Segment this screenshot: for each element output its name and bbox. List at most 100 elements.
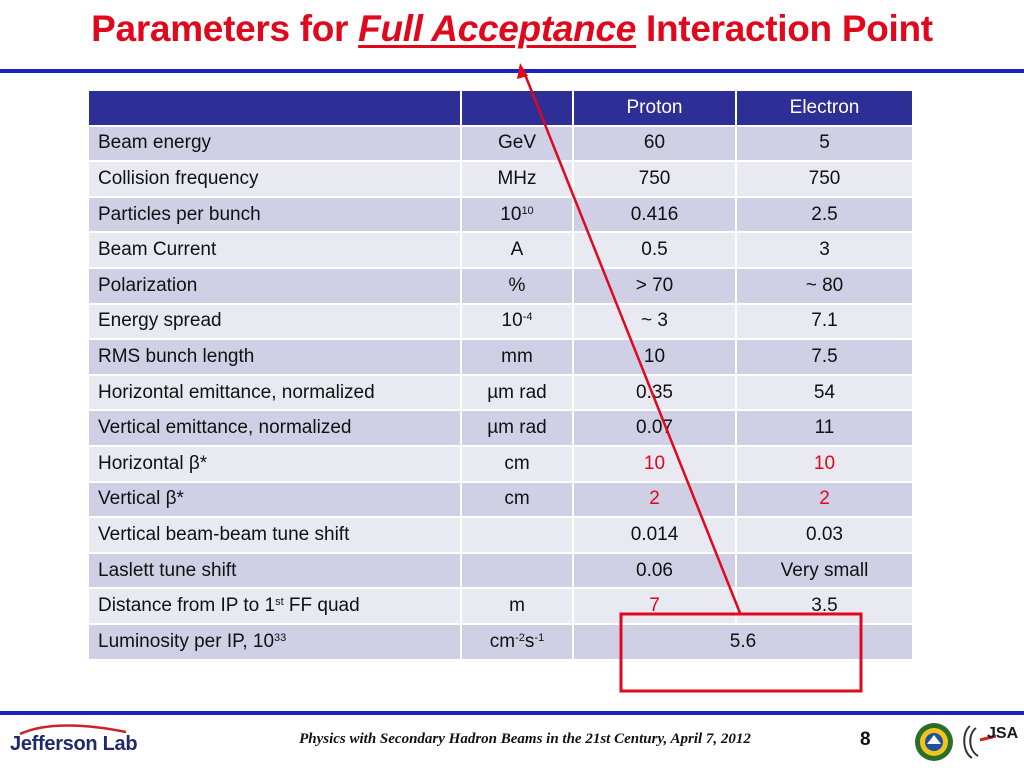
jsa-logo-text: JSA (987, 725, 1019, 742)
page-number: 8 (860, 729, 871, 750)
proton-cell: 10 (572, 338, 737, 376)
unit-exponent: -4 (522, 311, 533, 324)
electron-cell: 5 (735, 124, 914, 163)
param-cell: Vertical β* (87, 480, 462, 519)
table-row: Collision frequency MHz 750 750 (87, 160, 914, 198)
param-cell: Beam energy (87, 124, 462, 163)
table-row: Horizontal β* cm 10 10 (87, 444, 914, 483)
unit-s: s (524, 630, 535, 652)
table-row: Particles per bunch 1010 0.416 2.5 (87, 195, 914, 234)
jefferson-lab-logo-text: Jefferson Lab (10, 733, 138, 755)
unit-cell: A (460, 231, 574, 269)
header-electron: Electron (735, 89, 914, 127)
param-cell: Laslett tune shift (87, 551, 462, 590)
header-proton: Proton (572, 89, 737, 127)
table-row: Vertical beam-beam tune shift 0.014 0.03 (87, 516, 914, 554)
param-cell: Vertical emittance, normalized (87, 409, 462, 447)
unit-cell: 10-4 (460, 302, 574, 341)
unit-cell: 1010 (460, 195, 574, 234)
table-row: Vertical β* cm 2 2 (87, 480, 914, 519)
param-ordinal: st (275, 596, 284, 609)
electron-cell: 10 (735, 444, 914, 483)
unit-cell: mm (460, 338, 574, 376)
unit-base: 10 (500, 203, 522, 225)
unit-cell: µm rad (460, 409, 574, 447)
electron-cell: 3 (735, 231, 914, 269)
electron-cell: 2.5 (735, 195, 914, 234)
unit-cell (460, 551, 574, 590)
param-exponent: 33 (274, 631, 287, 644)
param-cell: Beam Current (87, 231, 462, 269)
proton-cell: 0.014 (572, 516, 737, 554)
doe-seal-icon (915, 723, 953, 761)
table-row: Energy spread 10-4 ~ 3 7.1 (87, 302, 914, 341)
table-header-row: Proton Electron (87, 89, 914, 127)
electron-cell: 11 (735, 409, 914, 447)
table-row: Distance from IP to 1st FF quad m 7 3.5 (87, 587, 914, 625)
electron-cell: 54 (735, 373, 914, 412)
proton-cell: 2 (572, 480, 737, 519)
param-cell: Luminosity per IP, 1033 (87, 622, 462, 661)
parameters-table: Proton Electron Beam energy GeV 60 5 Col… (87, 89, 914, 661)
table-row: Polarization % > 70 ~ 80 (87, 266, 914, 305)
proton-cell: 0.06 (572, 551, 737, 590)
slide-title: Parameters for Full Acceptance Interacti… (0, 8, 1024, 50)
unit-cell: cm (460, 444, 574, 483)
unit-cell: µm rad (460, 373, 574, 412)
proton-cell: 0.5 (572, 231, 737, 269)
unit-exponent: 10 (521, 204, 534, 217)
unit-cm-exponent: -2 (515, 631, 525, 644)
param-cell: Particles per bunch (87, 195, 462, 234)
table-row: Luminosity per IP, 1033 cm-2s-1 5.6 (87, 622, 914, 661)
param-cell: Energy spread (87, 302, 462, 341)
electron-cell: Very small (735, 551, 914, 590)
unit-cell: cm (460, 480, 574, 519)
proton-cell: 60 (572, 124, 737, 163)
param-cell: Distance from IP to 1st FF quad (87, 587, 462, 625)
electron-cell: ~ 80 (735, 266, 914, 305)
electron-cell: 3.5 (735, 587, 914, 625)
title-suffix: Interaction Point (636, 8, 933, 49)
param-tail: FF quad (283, 595, 360, 617)
proton-cell: 0.07 (572, 409, 737, 447)
table-row: Vertical emittance, normalized µm rad 0.… (87, 409, 914, 447)
proton-cell: 7 (572, 587, 737, 625)
unit-cell: cm-2s-1 (460, 622, 574, 661)
table-row: Horizontal emittance, normalized µm rad … (87, 373, 914, 412)
param-cell: Polarization (87, 266, 462, 305)
unit-cm: cm (489, 630, 516, 652)
param-cell: Horizontal β* (87, 444, 462, 483)
table-row: Laslett tune shift 0.06 Very small (87, 551, 914, 590)
header-unit (460, 89, 574, 127)
table-row: Beam Current A 0.5 3 (87, 231, 914, 269)
proton-cell: 0.416 (572, 195, 737, 234)
proton-cell: > 70 (572, 266, 737, 305)
unit-cell: MHz (460, 160, 574, 198)
param-cell: Collision frequency (87, 160, 462, 198)
param-cell: Vertical beam-beam tune shift (87, 516, 462, 554)
electron-cell: 7.5 (735, 338, 914, 376)
unit-cell: GeV (460, 124, 574, 163)
header-parameter (87, 89, 462, 127)
title-emphasis: Full Acceptance (358, 8, 637, 49)
electron-cell: 2 (735, 480, 914, 519)
param-cell: RMS bunch length (87, 338, 462, 376)
unit-cell (460, 516, 574, 554)
param-base: Luminosity per IP, 10 (98, 630, 275, 652)
table-row: Beam energy GeV 60 5 (87, 124, 914, 163)
combined-value-cell: 5.6 (572, 622, 914, 661)
proton-cell: ~ 3 (572, 302, 737, 341)
param-base: Distance from IP to 1 (98, 595, 276, 617)
jefferson-lab-logo (19, 724, 127, 736)
param-cell: Horizontal emittance, normalized (87, 373, 462, 412)
electron-cell: 750 (735, 160, 914, 198)
title-prefix: Parameters for (91, 8, 359, 49)
jsa-logo (963, 725, 997, 759)
bottom-rule (0, 711, 1024, 715)
unit-cell: % (460, 266, 574, 305)
proton-cell: 10 (572, 444, 737, 483)
top-rule (0, 69, 1024, 73)
unit-cell: m (460, 587, 574, 625)
proton-cell: 0.35 (572, 373, 737, 412)
proton-cell: 750 (572, 160, 737, 198)
